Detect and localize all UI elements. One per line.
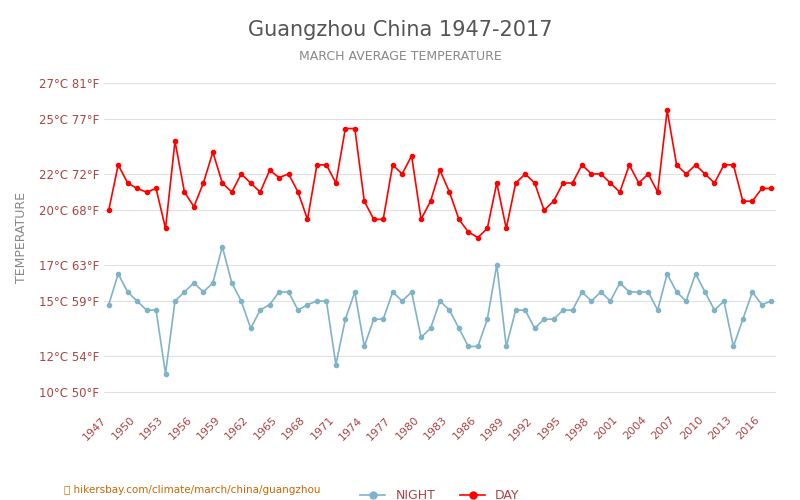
Legend: NIGHT, DAY: NIGHT, DAY <box>355 484 525 500</box>
Text: Guangzhou China 1947-2017: Guangzhou China 1947-2017 <box>248 20 552 40</box>
Text: 🔑 hikersbay.com/climate/march/china/guangzhou: 🔑 hikersbay.com/climate/march/china/guan… <box>64 485 321 495</box>
Y-axis label: TEMPERATURE: TEMPERATURE <box>14 192 28 283</box>
Text: MARCH AVERAGE TEMPERATURE: MARCH AVERAGE TEMPERATURE <box>298 50 502 63</box>
